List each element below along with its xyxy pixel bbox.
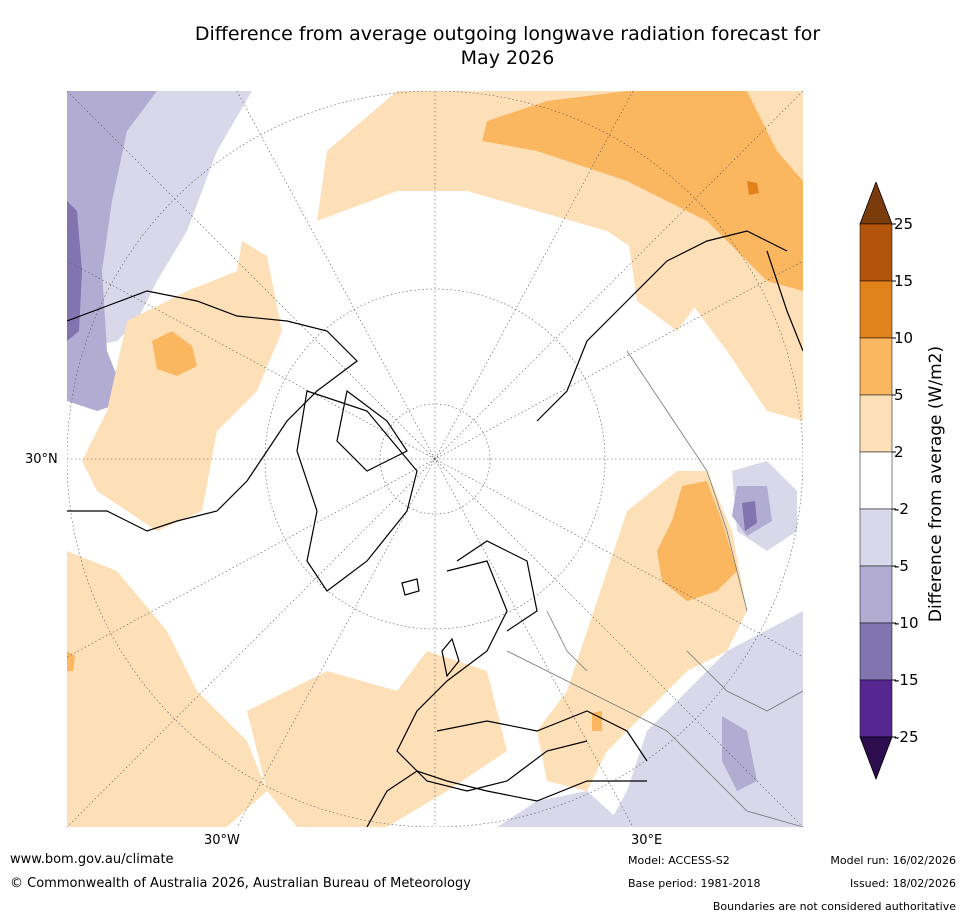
anomaly-region-positive-strong-pacific (747, 181, 759, 195)
colorbar-tick-label: 25 (894, 215, 913, 233)
colorbar-tick-label: -2 (894, 500, 909, 518)
colorbar-extend-max (859, 182, 893, 225)
colorbar-title: Difference from average (W/m2) (926, 345, 946, 623)
model-run-date: Model run: 16/02/2026 (830, 854, 956, 867)
anomaly-region-positive-medium-america (152, 331, 197, 376)
model-name: Model: ACCESS-S2 (628, 854, 730, 867)
colorbar-extend-min (859, 736, 893, 781)
anomaly-region-negative-medium-west (67, 91, 157, 411)
anomaly-region-negative-strong-west (67, 201, 82, 341)
coastline-asia-north (536, 230, 788, 422)
anomaly-region-positive-medium-mediterranean (592, 711, 602, 731)
coastline-uk (441, 637, 460, 678)
colorbar-tick-label: -5 (894, 557, 909, 575)
colorbar-tick-label: 5 (894, 386, 904, 404)
anomaly-region-negative-light-south (497, 791, 627, 827)
colorbar-segment (859, 508, 893, 567)
anomaly-region-negative-medium-sea (722, 716, 757, 791)
copyright-text: © Commonwealth of Australia 2026, Austra… (10, 876, 471, 891)
colorbar-tick-label: 2 (894, 443, 904, 461)
base-period: Base period: 1981-2018 (628, 877, 761, 890)
anomaly-region-positive-light-siberia (627, 231, 707, 331)
title-line-1: Difference from average outgoing longwav… (194, 23, 821, 45)
colorbar-tick-label: -10 (894, 614, 919, 632)
anomaly-region-positive-medium-asia (657, 481, 737, 601)
colorbar-segment (859, 394, 893, 453)
colorbar-segment (859, 223, 893, 282)
colorbar-segment (859, 565, 893, 624)
anomaly-region-positive-medium-atlantic (67, 651, 75, 671)
title-line-2: May 2026 (460, 47, 555, 69)
coastlines (67, 230, 803, 827)
latitude-label-30n: 30°N (25, 452, 58, 467)
anomaly-region-positive-light-africa (247, 651, 507, 827)
colorbar-segment (859, 679, 893, 738)
colorbar-tick-label: 15 (894, 272, 913, 290)
colorbar-tick-label: -25 (894, 728, 919, 746)
colorbar-segment (859, 280, 893, 339)
coastline-iceland (401, 578, 420, 596)
issued-date: Issued: 18/02/2026 (849, 877, 956, 890)
coastline-asia-east (766, 250, 803, 352)
anomaly-region-positive-light-atlantic (67, 551, 267, 827)
longitude-label-30e: 30°E (631, 833, 663, 848)
coastline-greenland (296, 390, 418, 592)
coastline-mediterranean (436, 710, 648, 762)
graticule (67, 91, 803, 827)
colorbar-tick-label: -15 (894, 671, 919, 689)
colorbar-segment (859, 337, 893, 396)
coastline-africa (366, 770, 647, 827)
political-boundaries (506, 350, 803, 827)
colorbar: 25 15 10 5 2 -2 -5 -10 -15 -25 (859, 182, 919, 781)
coastline-arctic-islands (336, 389, 408, 472)
colorbar-tick-label: 10 (894, 329, 913, 347)
coastline-scandinavia (456, 540, 538, 632)
anomaly-region-negative-strong-asia (742, 501, 757, 531)
olr-anomaly-map (67, 91, 803, 827)
chart-title: Difference from average outgoing longwav… (60, 22, 955, 70)
anomaly-region-positive-medium-pacific (482, 91, 803, 291)
colorbar-segment (859, 622, 893, 681)
coastline-north-america (67, 290, 358, 532)
website-link[interactable]: www.bom.gov.au/climate (10, 852, 174, 867)
longitude-label-30w: 30°W (204, 833, 240, 848)
boundaries-disclaimer: Boundaries are not considered authoritat… (712, 900, 956, 913)
colorbar-segment (859, 451, 893, 510)
coastline-europe (396, 560, 588, 792)
